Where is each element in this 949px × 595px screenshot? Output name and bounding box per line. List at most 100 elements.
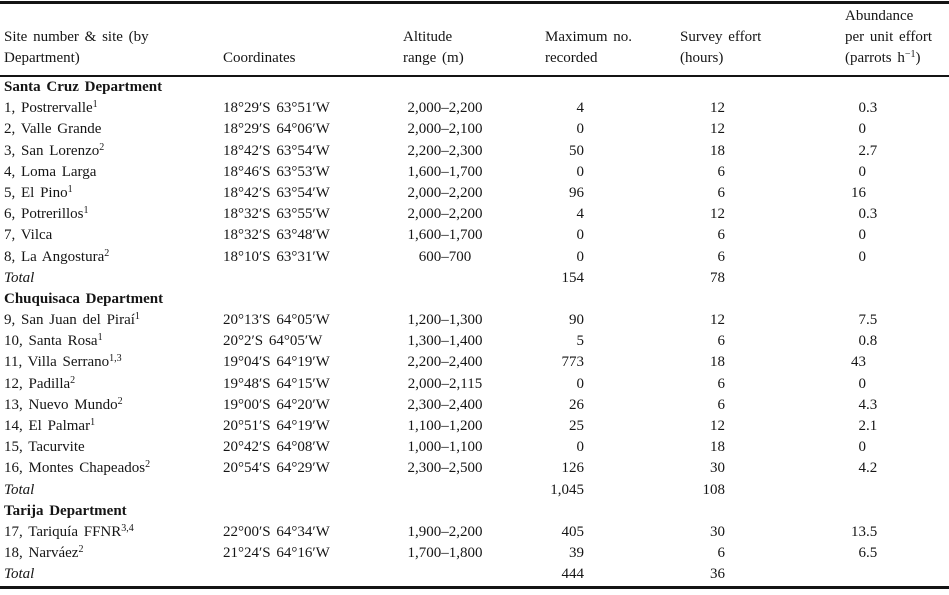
abundance-cell: 0 [845, 225, 949, 246]
numeric-value: 444 [561, 566, 585, 583]
max-recorded-cell: 0 [545, 162, 680, 183]
survey-effort-cell: 18 [680, 141, 845, 162]
survey-effort-cell: 12 [680, 416, 845, 437]
max-recorded-cell: 4 [545, 98, 680, 119]
abundance-integer: 0 [858, 206, 867, 223]
site-cell: 18, Narváez2 [4, 544, 84, 562]
table-header-row: Site number & site (by Department) Coordin… [4, 4, 949, 75]
abundance-cell [845, 268, 949, 289]
numeric-value: 12 [710, 206, 725, 223]
abundance-fraction: .3 [866, 206, 878, 223]
altitude-cell: 1,300–1,400 [403, 331, 545, 352]
max-recorded-cell: 773 [545, 352, 680, 373]
table-row: 11, Villa Serrano1,3 19°04′S 64°19′W 2,200… [4, 352, 949, 373]
column-header-site: Site number & site (by Department) [4, 27, 223, 75]
table-row: 13, Nuevo Mundo2 19°00′S 64°20′W 2,300–2,4… [4, 395, 949, 416]
max-recorded-cell: 126 [545, 458, 680, 479]
abundance-integer: 0 [858, 375, 867, 392]
site-cell: 14, El Palmar1 [4, 417, 96, 435]
abundance-fraction: .7 [866, 142, 878, 159]
abundance-integer: 16 [851, 184, 866, 201]
altitude-range: 2,000–2,115 [407, 375, 483, 392]
site-cell: 6, Potrerillos1 [4, 205, 89, 223]
max-recorded-cell: 5 [545, 331, 680, 352]
survey-effort-cell: 108 [680, 480, 845, 501]
abundance-cell: 2.1 [845, 416, 949, 437]
abundance-cell: 0.3 [845, 204, 949, 225]
abundance-cell: 4.2 [845, 458, 949, 479]
max-recorded-cell: 26 [545, 395, 680, 416]
site-superscript: 1 [97, 332, 103, 344]
altitude-range: 2,300–2,400 [407, 396, 483, 413]
numeric-value: 18 [710, 439, 725, 456]
table-row: 9, San Juan del Piraí1 20°13′S 64°05′W 1,2… [4, 310, 949, 331]
altitude-cell: 1,900–2,200 [403, 522, 545, 543]
site-cell: 2, Valle Grande [4, 121, 102, 138]
header-line: range (m) [403, 50, 464, 66]
altitude-cell: 1,600–1,700 [403, 225, 545, 246]
numeric-value: 6 [717, 248, 726, 265]
survey-effort-cell: 12 [680, 204, 845, 225]
survey-effort-cell: 30 [680, 522, 845, 543]
max-recorded-cell: 0 [545, 374, 680, 395]
survey-effort-cell: 6 [680, 374, 845, 395]
abundance-fraction: .8 [866, 333, 878, 350]
altitude-cell: 1,200–1,300 [403, 310, 545, 331]
header-line: Altitude [403, 29, 453, 45]
max-recorded-cell: 4 [545, 204, 680, 225]
altitude-cell: 2,000–2,200 [403, 183, 545, 204]
site-cell: 17, Tariquía FFNR3,4 [4, 522, 134, 540]
site-cell: 4, Loma Larga [4, 163, 97, 180]
survey-effort-cell: 30 [680, 458, 845, 479]
table-body: Santa Cruz Department 1, Postrervalle1 18°… [4, 77, 949, 586]
abundance-fraction: .3 [866, 100, 878, 117]
abundance-fraction: .2 [866, 460, 878, 477]
survey-effort-cell: 6 [680, 247, 845, 268]
numeric-value: 6 [717, 396, 726, 413]
site-cell: 15, Tacurvite [4, 439, 85, 456]
abundance-integer: 6 [858, 545, 867, 562]
table-rule-bottom [0, 586, 949, 589]
numeric-value: 78 [710, 269, 725, 286]
abundance-cell: 13.5 [845, 522, 949, 543]
numeric-value: 4 [576, 100, 585, 117]
survey-effort-cell: 6 [680, 162, 845, 183]
altitude-range: 2,000–2,100 [407, 121, 483, 138]
table-row: 7, Vilca 18°32′S 63°48′W 1,600–1,700 0 6 0 [4, 225, 949, 246]
max-recorded-cell: 39 [545, 543, 680, 564]
survey-effort-cell: 6 [680, 183, 845, 204]
altitude-range: 1,600–1,700 [407, 227, 483, 244]
altitude-range: 1,700–1,800 [407, 545, 483, 562]
numeric-value: 12 [710, 312, 725, 329]
altitude-cell: 600–700 [403, 247, 545, 268]
site-superscript: 1,3 [109, 353, 122, 365]
abundance-integer: 0 [858, 439, 867, 456]
altitude-cell [403, 480, 545, 501]
abundance-cell: 0 [845, 374, 949, 395]
site-superscript: 2 [99, 141, 105, 153]
table-row: 16, Montes Chapeados2 20°54′S 64°29′W 2,30… [4, 458, 949, 479]
coordinates-cell: 19°04′S 64°19′W [223, 354, 330, 371]
total-row: Total 1,045 108 [4, 480, 949, 501]
table-row: 2, Valle Grande 18°29′S 64°06′W 2,000–2,10… [4, 119, 949, 140]
altitude-range: 1,200–1,300 [407, 312, 483, 329]
table-row: 3, San Lorenzo2 18°42′S 63°54′W 2,200–2,30… [4, 141, 949, 162]
abundance-cell: 7.5 [845, 310, 949, 331]
coordinates-cell [223, 480, 403, 501]
total-row: Total 154 78 [4, 268, 949, 289]
abundance-cell: 0.3 [845, 98, 949, 119]
abundance-cell: 16 [845, 183, 949, 204]
numeric-value: 154 [561, 269, 585, 286]
column-header-altitude: Altitude range (m) [403, 27, 545, 75]
column-header-max-recorded: Maximum no. recorded [545, 27, 680, 75]
altitude-cell: 1,600–1,700 [403, 162, 545, 183]
numeric-value: 39 [569, 545, 584, 562]
table-row: 12, Padilla2 19°48′S 64°15′W 2,000–2,115 0 6… [4, 374, 949, 395]
abundance-cell: 2.7 [845, 141, 949, 162]
altitude-cell [403, 268, 545, 289]
coordinates-cell: 20°2′S 64°05′W [223, 333, 323, 350]
coordinates-cell: 19°00′S 64°20′W [223, 396, 330, 413]
max-recorded-cell: 96 [545, 183, 680, 204]
altitude-range: 2,000–2,200 [407, 184, 483, 201]
numeric-value: 12 [710, 100, 725, 117]
